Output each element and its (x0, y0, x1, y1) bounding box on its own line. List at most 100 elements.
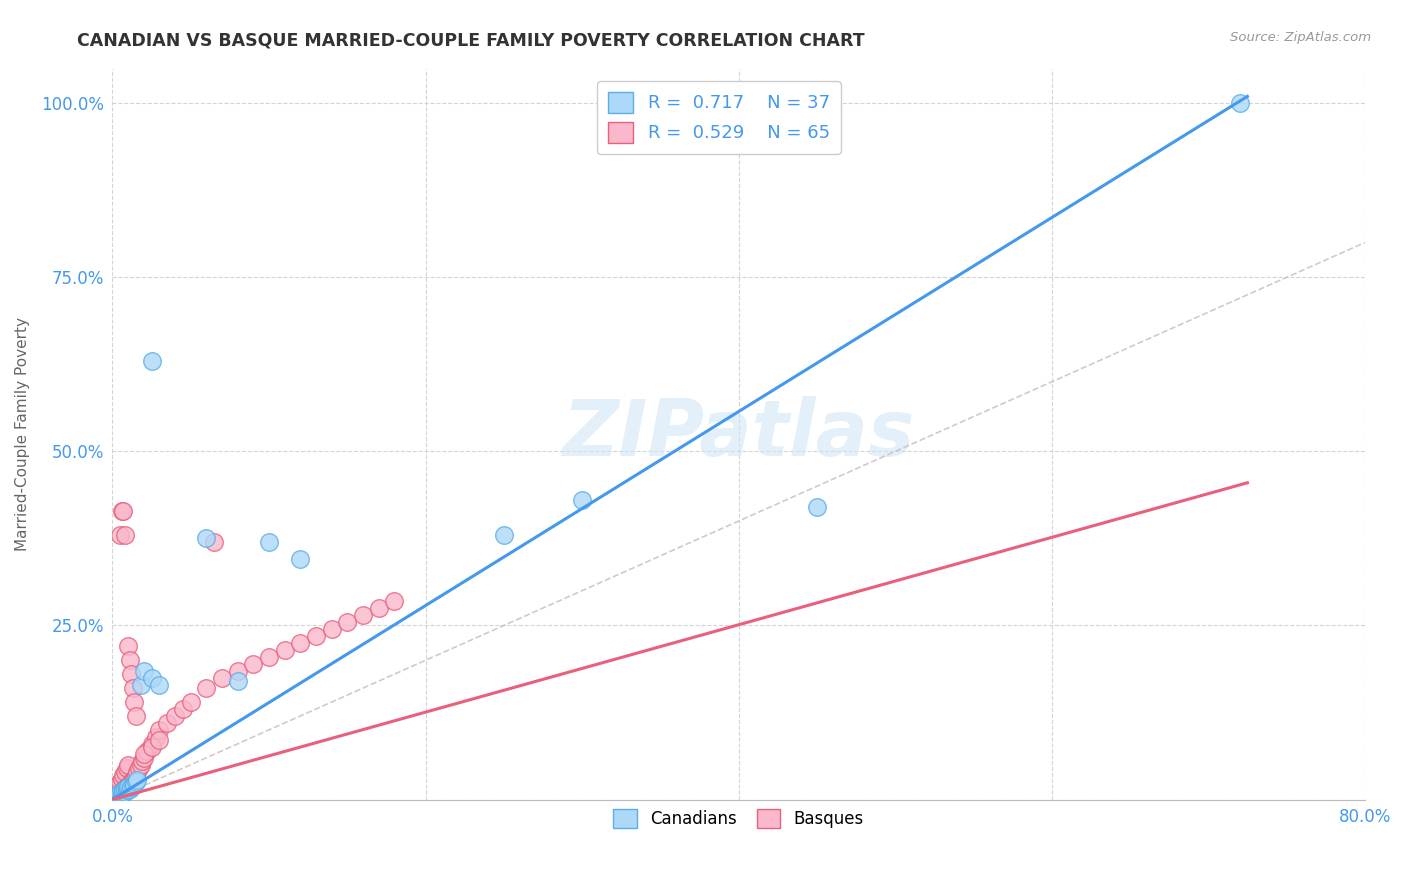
Text: ZIPatlas: ZIPatlas (562, 396, 915, 472)
Point (107, 789, 129, 803)
Point (148, 733, 170, 747)
Point (111, 788, 134, 802)
Point (115, 783, 138, 797)
Point (121, 681, 143, 695)
Point (226, 664, 249, 678)
Point (103, 786, 125, 800)
Point (112, 782, 135, 797)
Point (115, 781, 138, 796)
Point (104, 790, 127, 805)
Point (117, 782, 139, 797)
Point (141, 671, 163, 685)
Point (110, 775, 132, 789)
Point (195, 681, 218, 695)
Point (117, 779, 139, 793)
Point (125, 768, 148, 782)
Point (125, 709, 148, 723)
Point (118, 777, 141, 791)
Point (103, 790, 125, 805)
Point (290, 552, 312, 566)
Point (148, 678, 170, 692)
Point (148, 723, 170, 737)
Point (290, 636, 312, 650)
Point (121, 779, 143, 793)
Point (806, 500, 828, 515)
Point (172, 702, 194, 716)
Point (118, 782, 141, 797)
Point (114, 781, 136, 796)
Point (132, 664, 155, 678)
Point (114, 764, 136, 779)
Point (141, 740, 163, 755)
Point (195, 532, 218, 546)
Point (115, 780, 138, 794)
Point (111, 503, 134, 517)
Point (110, 528, 132, 542)
Point (107, 787, 129, 801)
Point (124, 777, 146, 791)
Point (114, 785, 136, 799)
Point (202, 535, 225, 549)
Point (156, 715, 179, 730)
Point (242, 657, 264, 671)
Point (125, 775, 148, 789)
Point (352, 607, 374, 622)
Point (141, 354, 163, 368)
Point (115, 761, 138, 775)
Point (127, 772, 149, 787)
Text: Source: ZipAtlas.com: Source: ZipAtlas.com (1230, 31, 1371, 45)
Point (117, 757, 139, 772)
Point (111, 786, 134, 800)
Point (112, 503, 135, 517)
Point (107, 777, 129, 791)
Point (111, 784, 134, 798)
Point (110, 786, 132, 800)
Point (1229, 96, 1251, 111)
Point (120, 780, 142, 794)
Point (135, 744, 157, 758)
Point (121, 772, 143, 787)
Point (257, 535, 280, 549)
Point (107, 787, 129, 801)
Point (114, 528, 136, 542)
Point (257, 649, 280, 664)
Point (131, 754, 153, 768)
Point (111, 772, 134, 786)
Point (321, 622, 343, 636)
Point (110, 786, 132, 800)
Point (124, 695, 146, 709)
Point (211, 671, 233, 685)
Point (104, 782, 127, 797)
Legend: Canadians, Basques: Canadians, Basques (607, 803, 870, 835)
Point (127, 764, 149, 779)
Point (105, 789, 128, 804)
Point (336, 615, 359, 629)
Point (132, 750, 155, 764)
Point (103, 791, 125, 805)
Point (367, 601, 389, 615)
Point (492, 528, 515, 542)
Point (132, 747, 155, 762)
Point (180, 695, 202, 709)
Point (226, 674, 249, 689)
Point (117, 780, 139, 794)
Point (124, 772, 146, 786)
Point (112, 786, 135, 800)
Point (382, 594, 405, 608)
Y-axis label: Married-Couple Family Poverty: Married-Couple Family Poverty (15, 317, 30, 551)
Point (273, 643, 295, 657)
Point (105, 779, 128, 793)
Point (118, 653, 141, 667)
Text: CANADIAN VS BASQUE MARRIED-COUPLE FAMILY POVERTY CORRELATION CHART: CANADIAN VS BASQUE MARRIED-COUPLE FAMILY… (77, 31, 865, 49)
Point (120, 775, 142, 789)
Point (165, 709, 187, 723)
Point (114, 782, 136, 797)
Point (110, 789, 132, 803)
Point (105, 789, 128, 803)
Point (305, 629, 328, 643)
Point (145, 730, 167, 744)
Point (105, 789, 128, 803)
Point (129, 757, 152, 772)
Point (120, 667, 142, 681)
Point (117, 640, 139, 654)
